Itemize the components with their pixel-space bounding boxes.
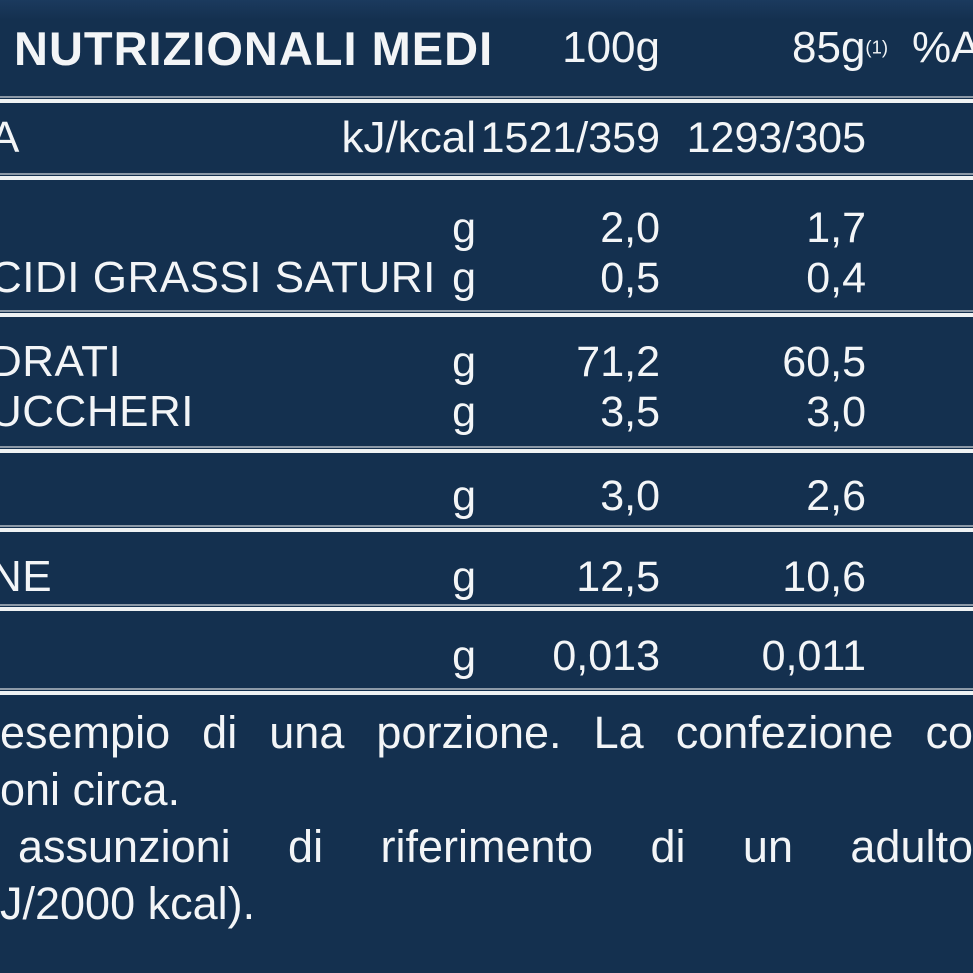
row-fibre: g 3,0 2,6	[0, 453, 973, 525]
value-fibre-100g: 3,0	[600, 471, 660, 520]
row-carbohydrates: DRATI g 71,2 60,5	[0, 337, 973, 387]
unit-saturated-fats: g	[452, 253, 476, 302]
value-salt-100g: 0,013	[552, 631, 660, 680]
value-fibre-85g: 2,6	[806, 471, 866, 520]
value-energy-85g: 1293/305	[686, 113, 866, 162]
unit-protein: g	[452, 552, 476, 601]
value-energy-100g: 1521/359	[480, 113, 660, 162]
table-header: NUTRIZIONALI MEDI 100g 85g(1) %A	[0, 0, 973, 96]
divider	[0, 173, 973, 180]
column-header-100g: 100g	[562, 23, 660, 72]
value-protein-100g: 12,5	[576, 552, 660, 601]
value-salt-85g: 0,011	[761, 631, 866, 680]
row-saturated-fats: CIDI GRASSI SATURI g 0,5 0,4	[0, 253, 973, 303]
footnote-line-4: J/2000 kcal).	[0, 878, 256, 929]
unit-energy: kJ/kcal	[341, 113, 476, 162]
divider	[0, 96, 973, 103]
footnote-line-3: assunzioni di riferimento di un adulto	[18, 821, 973, 872]
unit-carbohydrates: g	[452, 337, 476, 386]
divider	[0, 604, 973, 611]
row-label-protein: NE	[0, 552, 53, 601]
value-saturated-fats-100g: 0,5	[600, 253, 660, 302]
divider	[0, 446, 973, 453]
value-saturated-fats-85g: 0,4	[806, 253, 866, 302]
unit-salt: g	[452, 631, 476, 680]
section-fats: g 2,0 1,7 CIDI GRASSI SATURI g 0,5 0,4	[0, 180, 973, 310]
value-fats-100g: 2,0	[600, 203, 660, 252]
row-label-energy: A	[0, 113, 20, 162]
divider	[0, 688, 973, 695]
row-label-sugars: UCCHERI	[0, 387, 194, 436]
column-header-ar: %A	[912, 23, 973, 72]
column-header-85g: 85g(1)	[792, 23, 888, 72]
footnote-line-1: esempio di una porzione. La confezione c…	[0, 707, 973, 758]
row-protein: NE g 12,5 10,6	[0, 532, 973, 604]
value-sugars-100g: 3,5	[600, 387, 660, 436]
value-sugars-85g: 3,0	[806, 387, 866, 436]
footnote-line-2: oni circa.	[0, 764, 181, 815]
unit-fibre: g	[452, 471, 476, 520]
row-fats: g 2,0 1,7	[0, 203, 973, 253]
unit-sugars: g	[452, 387, 476, 436]
value-protein-85g: 10,6	[782, 552, 866, 601]
divider	[0, 525, 973, 532]
value-carbohydrates-100g: 71,2	[576, 337, 660, 386]
table-title: NUTRIZIONALI MEDI	[14, 21, 494, 75]
footnote: esempio di una porzione. La confezione c…	[0, 695, 973, 932]
divider	[0, 310, 973, 317]
row-sugars: UCCHERI g 3,5 3,0	[0, 387, 973, 437]
value-carbohydrates-85g: 60,5	[782, 337, 866, 386]
footnote-marker: (1)	[865, 36, 888, 58]
row-label-carbohydrates: DRATI	[0, 337, 122, 386]
value-fats-85g: 1,7	[806, 203, 866, 252]
unit-fats: g	[452, 203, 476, 252]
row-salt: g 0,013 0,011	[0, 611, 973, 688]
section-carbohydrates: DRATI g 71,2 60,5 UCCHERI g 3,5 3,0	[0, 317, 973, 446]
row-label-saturated-fats: CIDI GRASSI SATURI	[0, 253, 436, 302]
row-energy: A kJ/kcal 1521/359 1293/305	[0, 103, 973, 173]
